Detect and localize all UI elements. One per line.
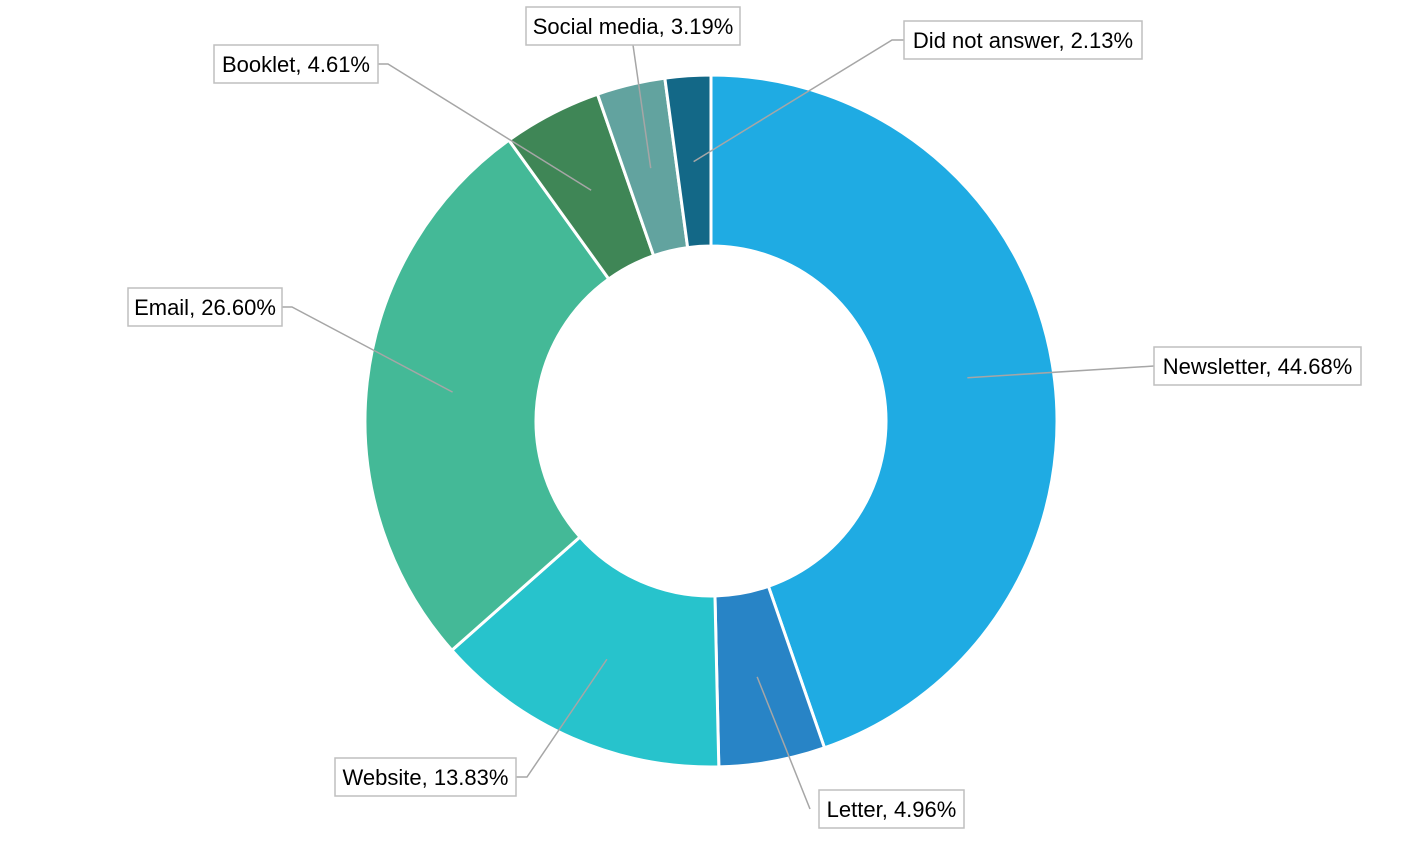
data-label-booklet: Booklet, 4.61%	[213, 44, 379, 84]
data-label-box	[1153, 346, 1362, 386]
data-label-text: Email, 26.60%	[134, 295, 276, 320]
slice-newsletter	[709, 73, 1059, 750]
leader-line-social-media	[632, 44, 652, 169]
data-label-newsletter: Newsletter, 44.68%	[1153, 346, 1362, 386]
slice-did-not-answer	[663, 73, 713, 250]
data-label-text: Social media, 3.19%	[533, 14, 734, 39]
data-label-social-media: Social media, 3.19%	[525, 6, 741, 46]
leader-line-email	[282, 306, 453, 393]
leader-line-website	[516, 658, 608, 778]
data-label-box	[127, 287, 283, 327]
data-label-box	[525, 6, 741, 46]
slices-layer	[363, 73, 1059, 769]
data-label-text: Letter, 4.96%	[827, 797, 957, 822]
data-label-letter: Letter, 4.96%	[818, 789, 965, 829]
data-label-box	[334, 757, 517, 797]
data-label-text: Newsletter, 44.68%	[1163, 354, 1353, 379]
data-label-text: Did not answer, 2.13%	[913, 28, 1133, 53]
data-labels-layer: Newsletter, 44.68% Letter, 4.96% Website, …	[127, 6, 1362, 829]
leader-line-did-not-answer	[693, 39, 904, 163]
slice-email	[363, 138, 611, 653]
leader-line-letter	[756, 676, 811, 810]
slice-website	[449, 534, 721, 769]
leader-lines-layer	[282, 39, 1155, 810]
data-label-box	[213, 44, 379, 84]
data-label-text: Website, 13.83%	[343, 765, 509, 790]
data-label-website: Website, 13.83%	[334, 757, 517, 797]
leader-line-newsletter	[967, 365, 1155, 379]
data-label-did-not-answer: Did not answer, 2.13%	[903, 20, 1143, 60]
data-label-box	[818, 789, 965, 829]
data-label-box	[903, 20, 1143, 60]
leader-line-booklet	[378, 63, 592, 191]
data-label-text: Booklet, 4.61%	[222, 52, 370, 77]
data-label-email: Email, 26.60%	[127, 287, 283, 327]
